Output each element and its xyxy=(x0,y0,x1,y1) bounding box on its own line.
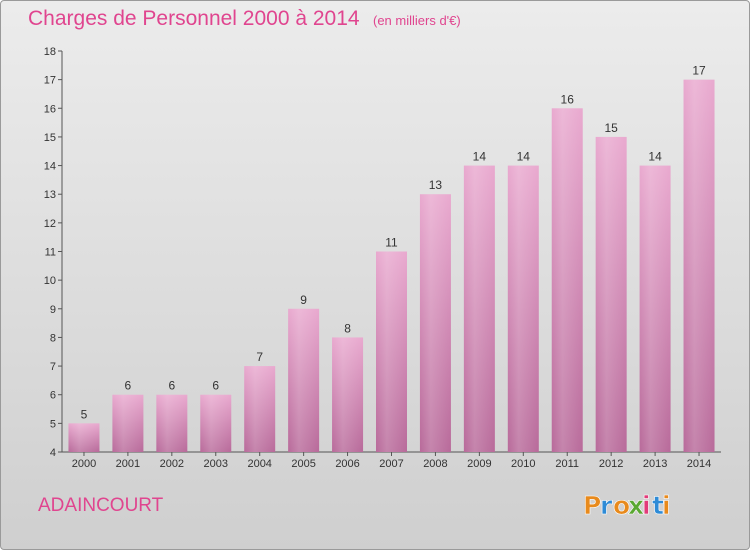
y-tick-label: 8 xyxy=(50,332,56,344)
bar-value-label: 7 xyxy=(256,350,263,364)
bar-value-label: 16 xyxy=(561,92,575,106)
bar-highlight xyxy=(551,108,583,453)
logo-letter: o xyxy=(613,491,630,520)
chart-subtitle: (en milliers d'€) xyxy=(373,13,461,28)
logo-letter: P xyxy=(583,491,601,520)
bar-highlight xyxy=(332,337,364,452)
bar-highlight xyxy=(200,394,232,452)
bar-highlight xyxy=(244,366,276,452)
x-tick-label: 2007 xyxy=(379,458,403,470)
logo-letter: x xyxy=(628,491,644,520)
bar-value-label: 15 xyxy=(604,121,618,135)
bar-highlight xyxy=(463,165,495,453)
y-tick-label: 5 xyxy=(50,418,56,430)
y-tick-label: 4 xyxy=(50,447,56,459)
bar-value-label: 14 xyxy=(517,150,531,164)
y-tick-label: 11 xyxy=(45,247,56,259)
x-tick-label: 2011 xyxy=(555,458,579,470)
bar-highlight xyxy=(68,423,100,452)
x-tick-label: 2009 xyxy=(467,458,491,470)
y-tick-label: 6 xyxy=(50,390,56,402)
bar-value-label: 14 xyxy=(473,150,487,164)
y-tick-label: 16 xyxy=(44,103,56,115)
y-axis: 4 5 6 7 8 9 10 11 12 13 14 15 16 17 18 xyxy=(44,46,63,459)
bar-value-label: 17 xyxy=(692,64,706,78)
y-tick-label: 7 xyxy=(50,361,56,373)
bar-highlight xyxy=(156,394,188,452)
y-tick-label: 12 xyxy=(44,218,56,230)
bar-value-label: 6 xyxy=(212,379,219,393)
y-tick-label: 14 xyxy=(44,161,56,173)
bar-highlight xyxy=(419,194,451,452)
y-tick-label: 13 xyxy=(44,189,56,201)
logo-letter: i xyxy=(662,491,671,520)
bar-highlight xyxy=(639,165,671,453)
y-tick-label: 9 xyxy=(50,304,56,316)
bar-highlight xyxy=(376,251,407,452)
x-tick-label: 2005 xyxy=(291,458,315,470)
x-tick-label: 2010 xyxy=(511,458,535,470)
bar-highlight xyxy=(683,79,715,453)
bar-value-label: 11 xyxy=(385,236,398,250)
bar-labels: 5 6 6 6 7 9 8 11 13 14 14 16 15 14 17 xyxy=(81,64,706,422)
x-axis: 2000 2001 2002 2003 2004 2005 2006 2007 2008 2009… xyxy=(62,451,721,470)
y-tick-label: 17 xyxy=(44,75,56,87)
bar-highlight xyxy=(288,308,320,452)
bar-value-label: 6 xyxy=(168,379,175,393)
x-tick-label: 2003 xyxy=(204,458,228,470)
bar-value-label: 5 xyxy=(81,407,88,421)
bar-highlight xyxy=(595,136,627,452)
bar-highlight xyxy=(507,165,539,453)
y-tick-label: 18 xyxy=(44,46,56,58)
x-tick-label: 2006 xyxy=(335,458,359,470)
proxiti-logo: Pr oxi ti xyxy=(583,491,671,521)
bar-value-label: 14 xyxy=(648,150,662,164)
x-tick-label: 2004 xyxy=(247,458,271,470)
logo-letter: t xyxy=(652,491,664,520)
bars xyxy=(68,79,715,453)
chart-title: Charges de Personnel 2000 à 2014 xyxy=(28,7,360,30)
x-tick-label: 2001 xyxy=(116,458,140,470)
bar-value-label: 6 xyxy=(125,379,132,393)
x-tick-label: 2000 xyxy=(72,458,96,470)
x-tick-label: 2012 xyxy=(599,458,623,470)
y-tick-label: 10 xyxy=(44,275,56,287)
bar-value-label: 8 xyxy=(344,321,351,335)
bar-value-label: 9 xyxy=(300,293,307,307)
x-tick-label: 2002 xyxy=(160,458,184,470)
logo-letter: i xyxy=(642,491,651,520)
x-tick-label: 2013 xyxy=(643,458,667,470)
x-tick-label: 2008 xyxy=(423,458,447,470)
bar-value-label: 13 xyxy=(429,178,443,192)
y-tick-label: 15 xyxy=(44,132,56,144)
logo-letter: r xyxy=(600,491,613,520)
bar-highlight xyxy=(112,394,144,452)
commune-name: ADAINCOURT xyxy=(38,495,164,516)
x-tick-label: 2014 xyxy=(687,458,711,470)
